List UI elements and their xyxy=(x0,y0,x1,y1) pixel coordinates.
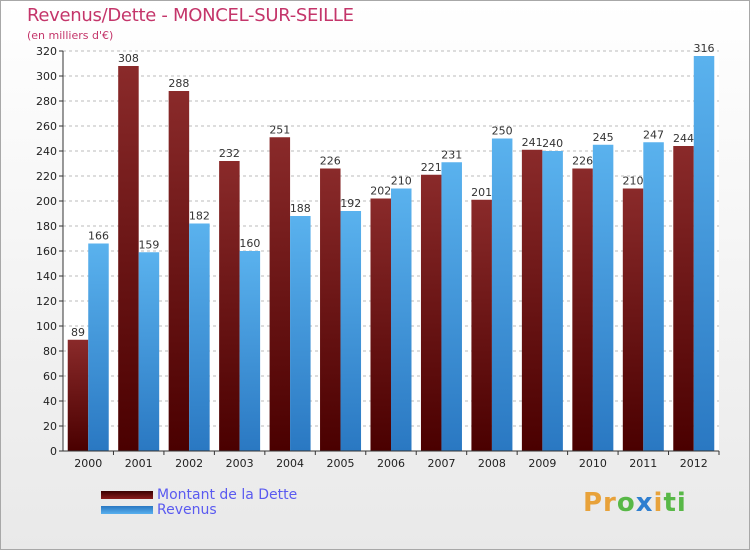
proxiti-logo: Proxiti xyxy=(583,488,687,518)
x-tick-label-2008: 2008 xyxy=(478,457,506,470)
y-tick-label: 0 xyxy=(50,445,57,458)
logo-part-1: o xyxy=(616,488,636,518)
revenue-value-2008: 250 xyxy=(492,125,513,138)
debt-bar-2008 xyxy=(471,199,492,451)
debt-value-2004: 251 xyxy=(269,123,290,136)
legend: Montant de la Dette Revenus xyxy=(101,486,298,518)
legend-item-debt: Montant de la Dette xyxy=(101,486,298,503)
debt-bar-2002 xyxy=(168,91,190,451)
revenue-bar-2006 xyxy=(391,188,412,451)
revenue-value-2003: 160 xyxy=(239,237,260,250)
revenue-value-2004: 188 xyxy=(290,202,311,215)
x-tick-label-2004: 2004 xyxy=(276,457,304,470)
debt-bar-2003 xyxy=(219,161,240,451)
debt-value-2002: 288 xyxy=(168,77,189,90)
debt-bar-2006 xyxy=(370,198,391,451)
debt-value-2003: 232 xyxy=(219,147,240,160)
debt-value-2008: 201 xyxy=(471,186,492,199)
debt-value-2000: 89 xyxy=(71,326,85,339)
x-tick-label-2000: 2000 xyxy=(74,457,102,470)
y-tick-label: 120 xyxy=(36,295,57,308)
x-tick-label-2012: 2012 xyxy=(680,457,708,470)
x-tick-label-2007: 2007 xyxy=(427,457,455,470)
revenue-value-2005: 192 xyxy=(340,197,361,210)
y-tick-label: 80 xyxy=(43,345,57,358)
revenue-bar-2003 xyxy=(239,251,261,451)
debt-value-2005: 226 xyxy=(320,155,341,168)
y-tick-label: 280 xyxy=(36,95,57,108)
logo-part-2: x xyxy=(635,488,654,518)
x-tick-label-2011: 2011 xyxy=(629,457,657,470)
legend-swatch-debt xyxy=(101,490,153,499)
y-tick-label: 300 xyxy=(36,70,57,83)
legend-item-revenue: Revenus xyxy=(101,501,297,518)
y-tick-label: 320 xyxy=(36,45,57,58)
y-tick-label: 160 xyxy=(36,245,57,258)
revenue-bar-2010 xyxy=(592,144,614,451)
x-tick-label-2006: 2006 xyxy=(377,457,405,470)
revenue-value-2006: 210 xyxy=(391,175,412,188)
y-tick-label: 220 xyxy=(36,170,57,183)
debt-value-2006: 202 xyxy=(370,185,391,198)
debt-bar-2000 xyxy=(67,339,89,451)
debt-bar-2004 xyxy=(269,137,291,451)
debt-value-2001: 308 xyxy=(118,52,139,65)
debt-bar-2012 xyxy=(673,146,694,451)
revenue-value-2001: 159 xyxy=(138,238,159,251)
y-tick-label: 40 xyxy=(43,395,57,408)
revenue-bar-2005 xyxy=(340,211,362,451)
legend-swatch-revenue xyxy=(101,505,153,514)
revenue-bar-2004 xyxy=(290,216,311,451)
revenue-value-2010: 245 xyxy=(593,131,614,144)
legend-label-revenue: Revenus xyxy=(157,501,217,518)
revenue-value-2012: 316 xyxy=(694,42,715,55)
revenue-value-2007: 231 xyxy=(441,148,462,161)
legend-label-debt: Montant de la Dette xyxy=(157,486,298,503)
revenue-value-2002: 182 xyxy=(189,210,210,223)
debt-value-2010: 226 xyxy=(572,155,593,168)
debt-bar-2009 xyxy=(521,149,543,451)
revenue-value-2009: 240 xyxy=(542,137,563,150)
revenue-bar-2007 xyxy=(441,162,462,451)
chart-title: Revenus/Dette - MONCEL-SUR-SEILLE xyxy=(27,5,354,26)
revenue-bar-2001 xyxy=(138,252,160,451)
x-tick-label-2005: 2005 xyxy=(327,457,355,470)
revenue-value-2011: 247 xyxy=(643,128,664,141)
debt-bar-2007 xyxy=(420,174,442,451)
x-tick-label-2003: 2003 xyxy=(226,457,254,470)
x-tick-label-2010: 2010 xyxy=(579,457,607,470)
y-tick-label: 200 xyxy=(36,195,57,208)
y-tick-label: 100 xyxy=(36,320,57,333)
revenue-bar-2000 xyxy=(88,243,109,451)
x-tick-label-2001: 2001 xyxy=(125,457,153,470)
debt-bar-2010 xyxy=(572,168,593,451)
debt-bar-2001 xyxy=(118,66,139,451)
debt-bar-2011 xyxy=(622,188,644,451)
chart-subtitle: (en milliers d'€) xyxy=(27,29,114,42)
x-tick-label-2009: 2009 xyxy=(528,457,556,470)
revenue-value-2000: 166 xyxy=(88,230,109,243)
y-tick-label: 240 xyxy=(36,145,57,158)
y-tick-label: 60 xyxy=(43,370,57,383)
revenue-bar-2009 xyxy=(542,151,563,451)
y-tick-label: 20 xyxy=(43,420,57,433)
debt-value-2012: 244 xyxy=(673,132,694,145)
y-tick-label: 260 xyxy=(36,120,57,133)
x-tick-label-2002: 2002 xyxy=(175,457,203,470)
logo-part-4: ti xyxy=(663,488,687,518)
y-tick-label: 180 xyxy=(36,220,57,233)
y-tick-label: 140 xyxy=(36,270,57,283)
debt-value-2007: 221 xyxy=(421,161,442,174)
revenue-bar-2002 xyxy=(189,223,210,451)
debt-value-2009: 241 xyxy=(522,136,543,149)
revenue-bar-2008 xyxy=(491,138,513,451)
logo-part-0: Pr xyxy=(583,488,617,518)
logo-part-3: i xyxy=(653,488,664,518)
debt-value-2011: 210 xyxy=(623,175,644,188)
revenue-bar-2011 xyxy=(643,142,664,451)
debt-bar-2005 xyxy=(320,168,341,451)
revenue-bar-2012 xyxy=(693,56,715,451)
